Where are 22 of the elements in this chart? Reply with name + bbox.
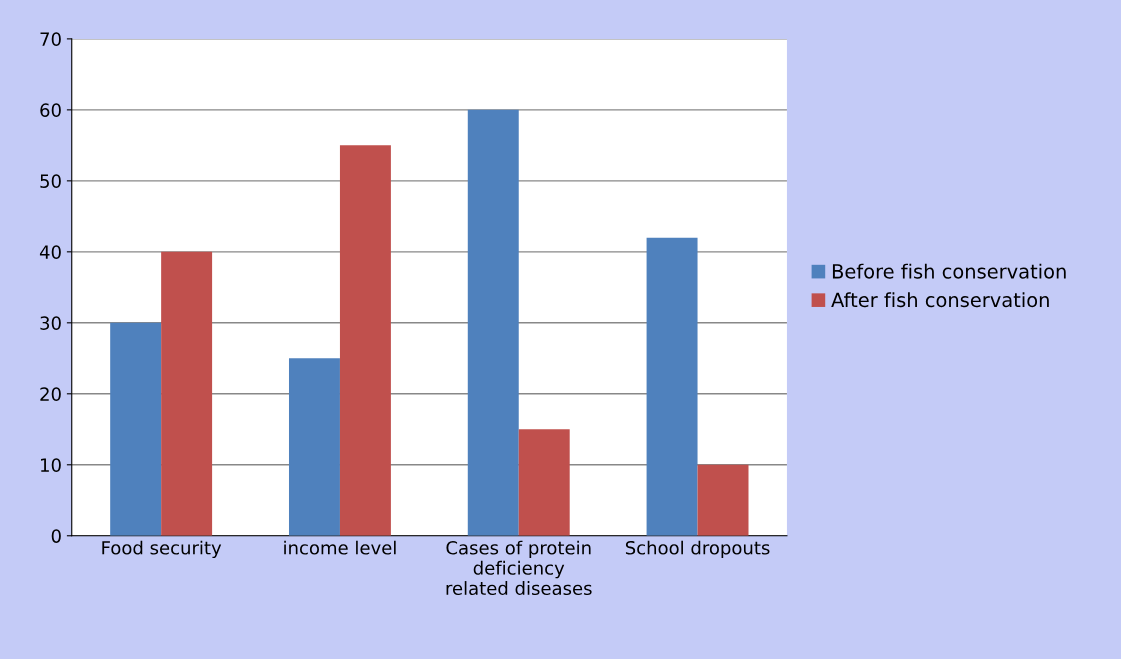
bar <box>697 464 749 536</box>
x-tick-label: School dropouts <box>625 540 770 559</box>
legend-label: Before fish conservation <box>832 263 1066 279</box>
bar <box>339 145 391 536</box>
bar <box>467 109 519 536</box>
y-tick-label: 10 <box>41 458 61 472</box>
y-tick-label: 70 <box>40 32 61 46</box>
y-tick-label: 30 <box>40 316 61 330</box>
x-tick-label: income level <box>284 540 396 555</box>
bar <box>288 358 340 536</box>
y-tick-label: 40 <box>39 245 61 259</box>
bar <box>161 251 213 536</box>
x-tick-label: Cases of protein deficiency related diseases <box>446 540 592 596</box>
y-tick-label: 60 <box>40 103 61 117</box>
x-tick-label: Food security <box>102 540 222 559</box>
y-tick-label: 0 <box>51 529 61 543</box>
bar <box>646 237 698 536</box>
bar <box>518 429 570 536</box>
bar <box>110 322 162 536</box>
legend-label: After fish conservation <box>831 292 1049 308</box>
y-tick-label: 20 <box>40 387 61 401</box>
y-tick-label: 50 <box>40 174 61 188</box>
